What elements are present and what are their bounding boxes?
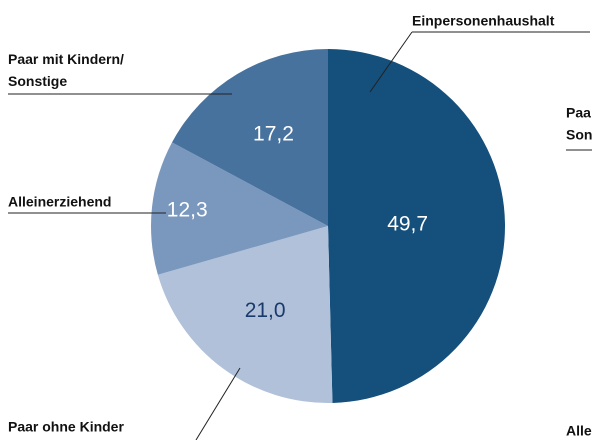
pie-slice	[172, 49, 328, 226]
category-label: Alleinerziehend	[8, 194, 111, 210]
category-label: Einpersonenhaushalt	[412, 13, 555, 29]
pie-slice	[328, 49, 506, 403]
value-label: 49,7	[387, 213, 428, 236]
value-label: 17,2	[253, 122, 294, 145]
category-label: Paar mit Kindern/Sonstige	[8, 51, 124, 89]
annotation: Alle	[566, 423, 592, 439]
leader-line	[369, 31, 413, 93]
pie-slice	[150, 142, 328, 275]
pie-slice	[157, 226, 333, 404]
category-label: Paar ohne Kinder	[8, 419, 124, 435]
value-label: 12,3	[167, 198, 208, 221]
annotation: Son	[566, 127, 592, 143]
annotation: Paa	[566, 105, 591, 121]
value-label: 21,0	[245, 299, 286, 322]
leader-line	[195, 367, 241, 440]
